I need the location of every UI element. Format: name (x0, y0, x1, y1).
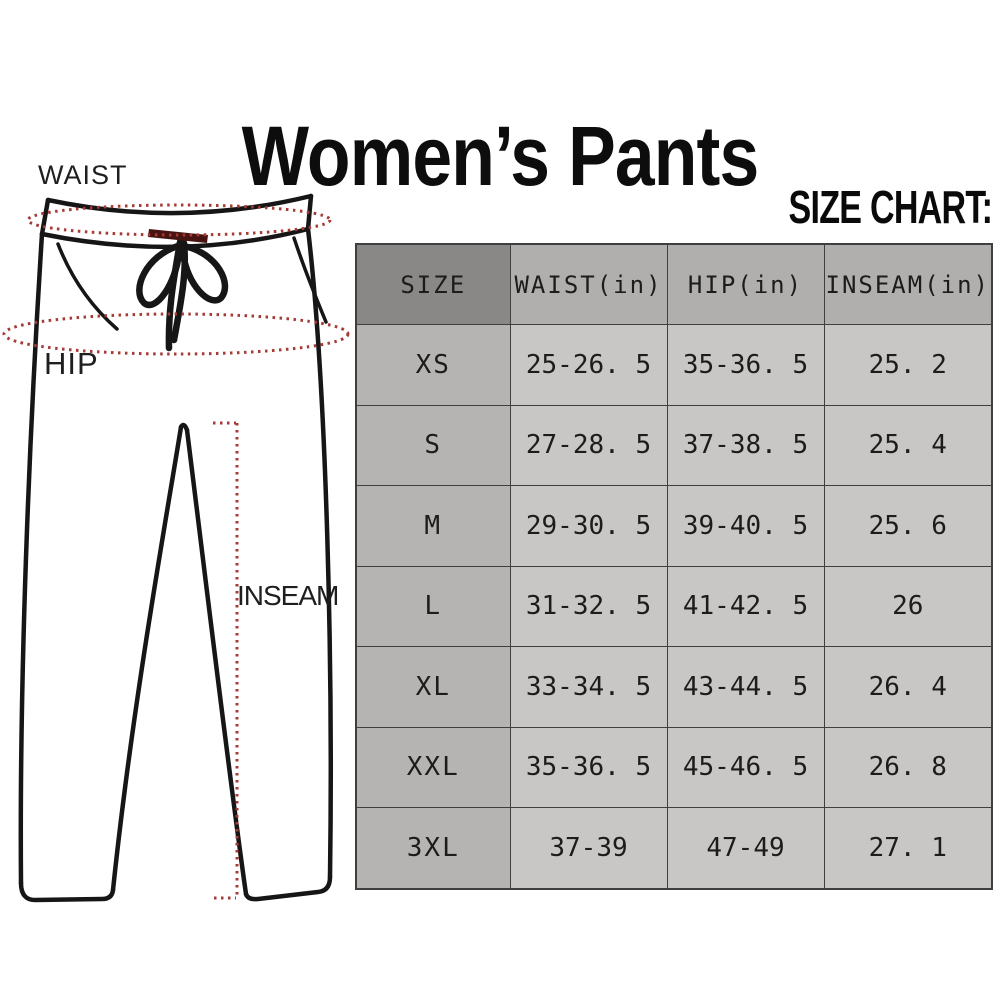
table-row: M 29-30. 5 39-40. 5 25. 6 (355, 485, 993, 567)
hip-cell: 45-46. 5 (666, 726, 825, 808)
inseam-cell: 25. 2 (823, 324, 993, 406)
hip-measure-ellipse (2, 312, 350, 356)
table-row: XXL 35-36. 5 45-46. 5 26. 8 (355, 726, 993, 808)
waist-label: WAIST (38, 160, 128, 190)
column-header-inseam: INSEAM(in) (823, 243, 993, 325)
outer-left-seam (18, 231, 45, 886)
bow-string-left (165, 238, 184, 352)
pants-outline (18, 193, 333, 903)
header-row: SIZE WAIST(in) HIP(in) INSEAM(in) (355, 243, 993, 325)
size-cell: 3XL (355, 807, 511, 889)
inseam-cell: 25. 6 (823, 485, 993, 567)
table-row: XS 25-26. 5 35-36. 5 25. 2 (355, 324, 993, 406)
waistband-right-edge (305, 193, 314, 232)
table-row: S 27-28. 5 37-38. 5 25. 4 (355, 404, 993, 486)
table-row: XL 33-34. 5 43-44. 5 26. 4 (355, 646, 993, 728)
column-header-hip: HIP(in) (666, 243, 825, 325)
size-cell: XS (355, 324, 511, 406)
inner-left-seam (110, 424, 184, 893)
left-pocket-seam (56, 242, 119, 331)
outer-right-seam (305, 226, 333, 880)
inseam-cell: 25. 4 (823, 404, 993, 486)
inseam-label: INSEAM (237, 580, 339, 611)
waistband-top-edge (45, 193, 314, 216)
hip-cell: 35-36. 5 (666, 324, 825, 406)
hip-label: HIP (44, 346, 99, 381)
hip-cell: 41-42. 5 (666, 565, 825, 647)
size-chart-heading: SIZE CHART: (788, 181, 992, 233)
size-cell: L (355, 565, 511, 647)
hip-cell: 37-38. 5 (666, 404, 825, 486)
waistband-left-edge (39, 197, 51, 237)
hip-cell: 47-49 (666, 807, 825, 889)
left-hem (18, 880, 116, 903)
pants-diagram: WAIST HIP INSEAM (0, 0, 355, 960)
waist-cell: 29-30. 5 (509, 485, 668, 567)
size-cell: XXL (355, 726, 511, 808)
inseam-cell: 26 (823, 565, 993, 647)
waist-measure-ellipse (26, 203, 332, 237)
inseam-cell: 26. 4 (823, 646, 993, 728)
size-cell: M (355, 485, 511, 567)
pants-outline-drawing (2, 193, 350, 903)
size-cell: XL (355, 646, 511, 728)
waist-cell: 27-28. 5 (509, 404, 668, 486)
drawstring-bow (136, 238, 229, 352)
right-pocket-seam (292, 236, 328, 324)
page-title: Women’s Pants (241, 109, 759, 204)
bow-string-right (170, 239, 189, 344)
waist-cell: 35-36. 5 (509, 726, 668, 808)
size-cell: S (355, 404, 511, 486)
inseam-cell: 27. 1 (823, 807, 993, 889)
size-table-header: SIZE WAIST(in) HIP(in) INSEAM(in) (355, 243, 993, 325)
size-table-body: XS 25-26. 5 35-36. 5 25. 2 S 27-28. 5 37-38. 5… (355, 324, 993, 889)
hip-cell: 43-44. 5 (666, 646, 825, 728)
table-row: 3XL 37-39 47-49 27. 1 (355, 807, 993, 889)
waist-cell: 33-34. 5 (509, 646, 668, 728)
waist-cell: 37-39 (509, 807, 668, 889)
size-table: SIZE WAIST(in) HIP(in) INSEAM(in) XS 25-26. … (355, 243, 993, 890)
inseam-cell: 26. 8 (823, 726, 993, 808)
table-row: L 31-32. 5 41-42. 5 26 (355, 565, 993, 647)
column-header-waist: WAIST(in) (509, 243, 668, 325)
hip-cell: 39-40. 5 (666, 485, 825, 567)
inner-right-seam (184, 427, 249, 897)
waist-cell: 25-26. 5 (509, 324, 668, 406)
right-hem (243, 874, 333, 902)
measurement-marks (2, 203, 350, 900)
column-header-size: SIZE (355, 243, 511, 325)
waist-cell: 31-32. 5 (509, 565, 668, 647)
bow-right-loop (179, 242, 229, 304)
